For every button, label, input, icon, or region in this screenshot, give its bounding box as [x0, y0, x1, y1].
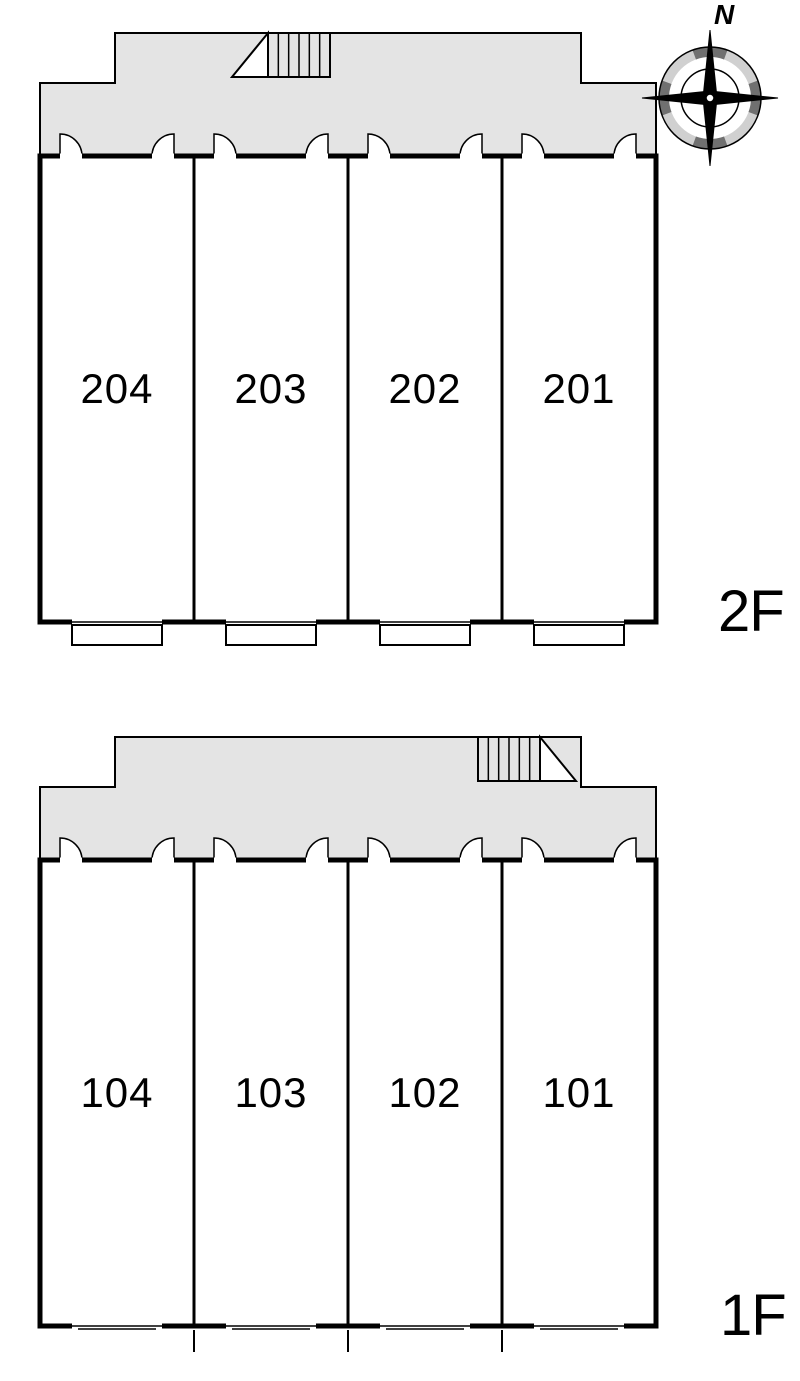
compass-north-label: N [714, 0, 735, 30]
compass-icon: N [642, 0, 778, 166]
room-label-204: 204 [80, 365, 153, 412]
room-label-104: 104 [80, 1069, 153, 1116]
room-label-203: 203 [234, 365, 307, 412]
room-label-103: 103 [234, 1069, 307, 1116]
room-label-101: 101 [542, 1069, 615, 1116]
floor-label-2f: 2F [718, 578, 784, 645]
room-label-102: 102 [388, 1069, 461, 1116]
room-label-202: 202 [388, 365, 461, 412]
floor-plan-diagram: 204 203 202 201 104 103 102 101 N [0, 0, 800, 1381]
room-label-201: 201 [542, 365, 615, 412]
floor-label-1f: 1F [720, 1282, 786, 1349]
